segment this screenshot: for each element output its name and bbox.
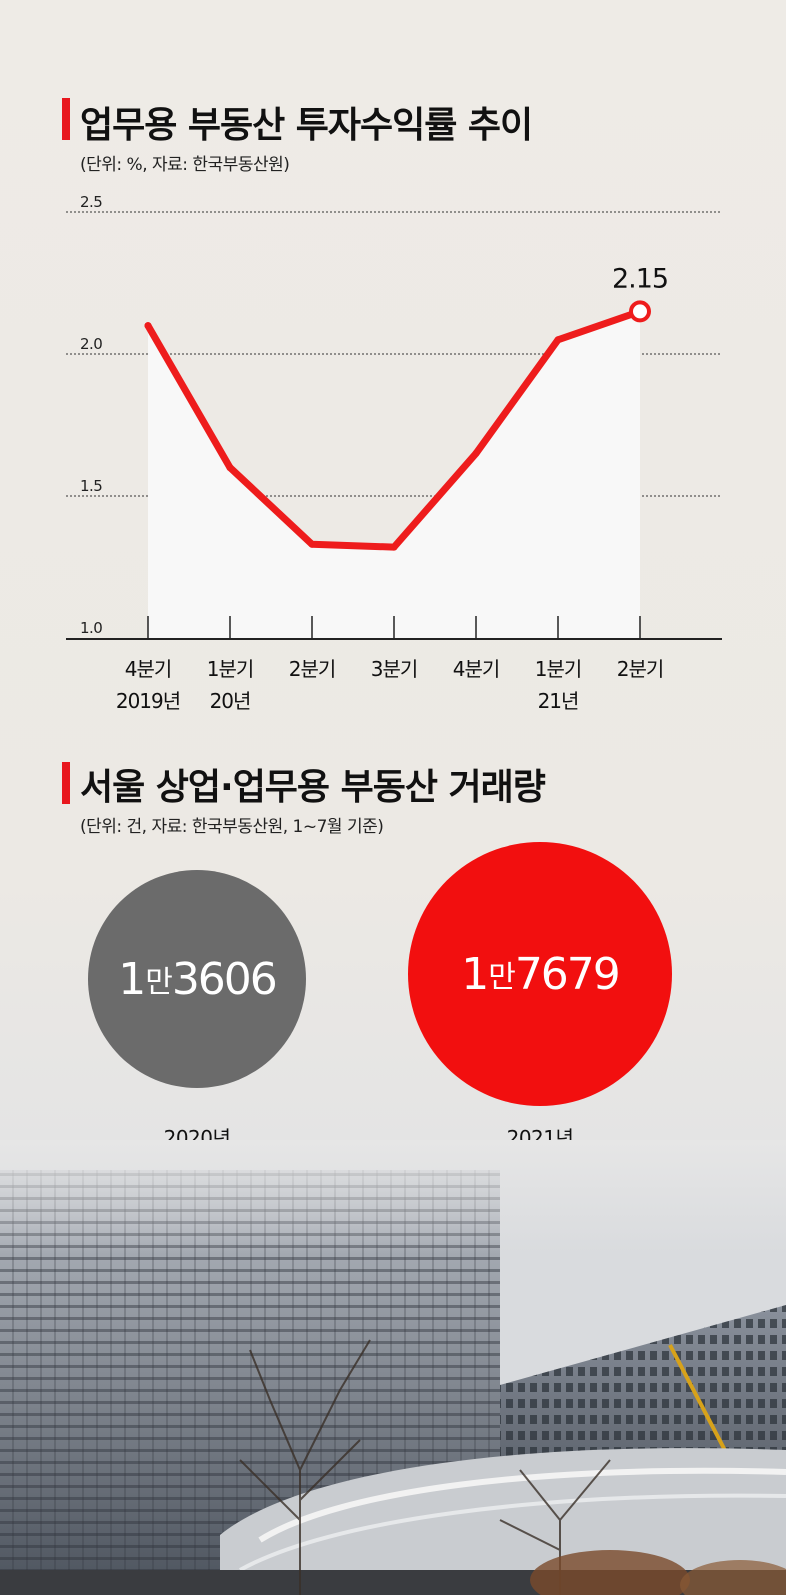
bubble-2021-pre: 1 — [461, 948, 489, 1000]
x-tick-label-2: 2분기 — [289, 657, 336, 681]
bubble-2021-post: 7679 — [514, 948, 621, 1000]
annotation-last-value: 2.15 — [612, 263, 668, 294]
x-tick-sublabel-0: 2019년 — [116, 689, 180, 713]
bubble-2020-unit: 만 — [145, 965, 173, 1000]
x-tick-label-4: 4분기 — [453, 657, 500, 681]
bubble-2020-post: 3606 — [171, 953, 278, 1005]
x-tick-label-5: 1분기 — [535, 657, 582, 681]
x-tick-sublabel-5: 21년 — [538, 689, 579, 713]
chart2-title: 서울 상업·업무용 부동산 거래량 — [80, 767, 546, 808]
x-tick-label-6: 2분기 — [617, 657, 664, 681]
chart1-title: 업무용 부동산 투자수익률 추이 — [80, 105, 533, 146]
x-tick-label-1: 1분기 — [207, 657, 254, 681]
x-tick-sublabel-1: 20년 — [210, 689, 251, 713]
x-tick-label-3: 3분기 — [371, 657, 418, 681]
data-point-1 — [226, 464, 234, 472]
line-area-fill — [148, 311, 640, 638]
data-point-2 — [308, 540, 316, 548]
data-point-4 — [472, 449, 480, 457]
x-tick-label-0: 4분기 — [125, 657, 172, 681]
y-tick-label-1.5: 1.5 — [80, 477, 102, 495]
bubble-2021: 1 만 7679 — [408, 842, 672, 1106]
chart1-subtitle: (단위: %, 자료: 한국부동산원) — [80, 155, 290, 175]
title-accent-bar — [62, 98, 70, 140]
y-tick-label-2.0: 2.0 — [80, 335, 102, 353]
office-buildings-photo — [0, 1140, 786, 1595]
data-point-6 — [629, 300, 651, 323]
data-point-5 — [554, 336, 562, 344]
line-chart: 1.0 1.5 2.0 2.5 2.15 4분기 2019년 1분기 20년 2분기 3분기 4분기 1… — [66, 193, 722, 713]
chart2-subtitle: (단위: 건, 자료: 한국부동산원, 1~7월 기준) — [80, 817, 384, 837]
bubble-2020: 1 만 3606 — [88, 870, 306, 1088]
data-point-0 — [144, 322, 152, 330]
data-point-3 — [390, 543, 398, 551]
bubble-2021-unit: 만 — [488, 960, 516, 995]
y-tick-label-2.5: 2.5 — [80, 193, 102, 211]
bubble-2020-pre: 1 — [118, 953, 146, 1005]
y-tick-label-1.0: 1.0 — [80, 619, 102, 637]
title-accent-bar-2 — [62, 762, 70, 804]
